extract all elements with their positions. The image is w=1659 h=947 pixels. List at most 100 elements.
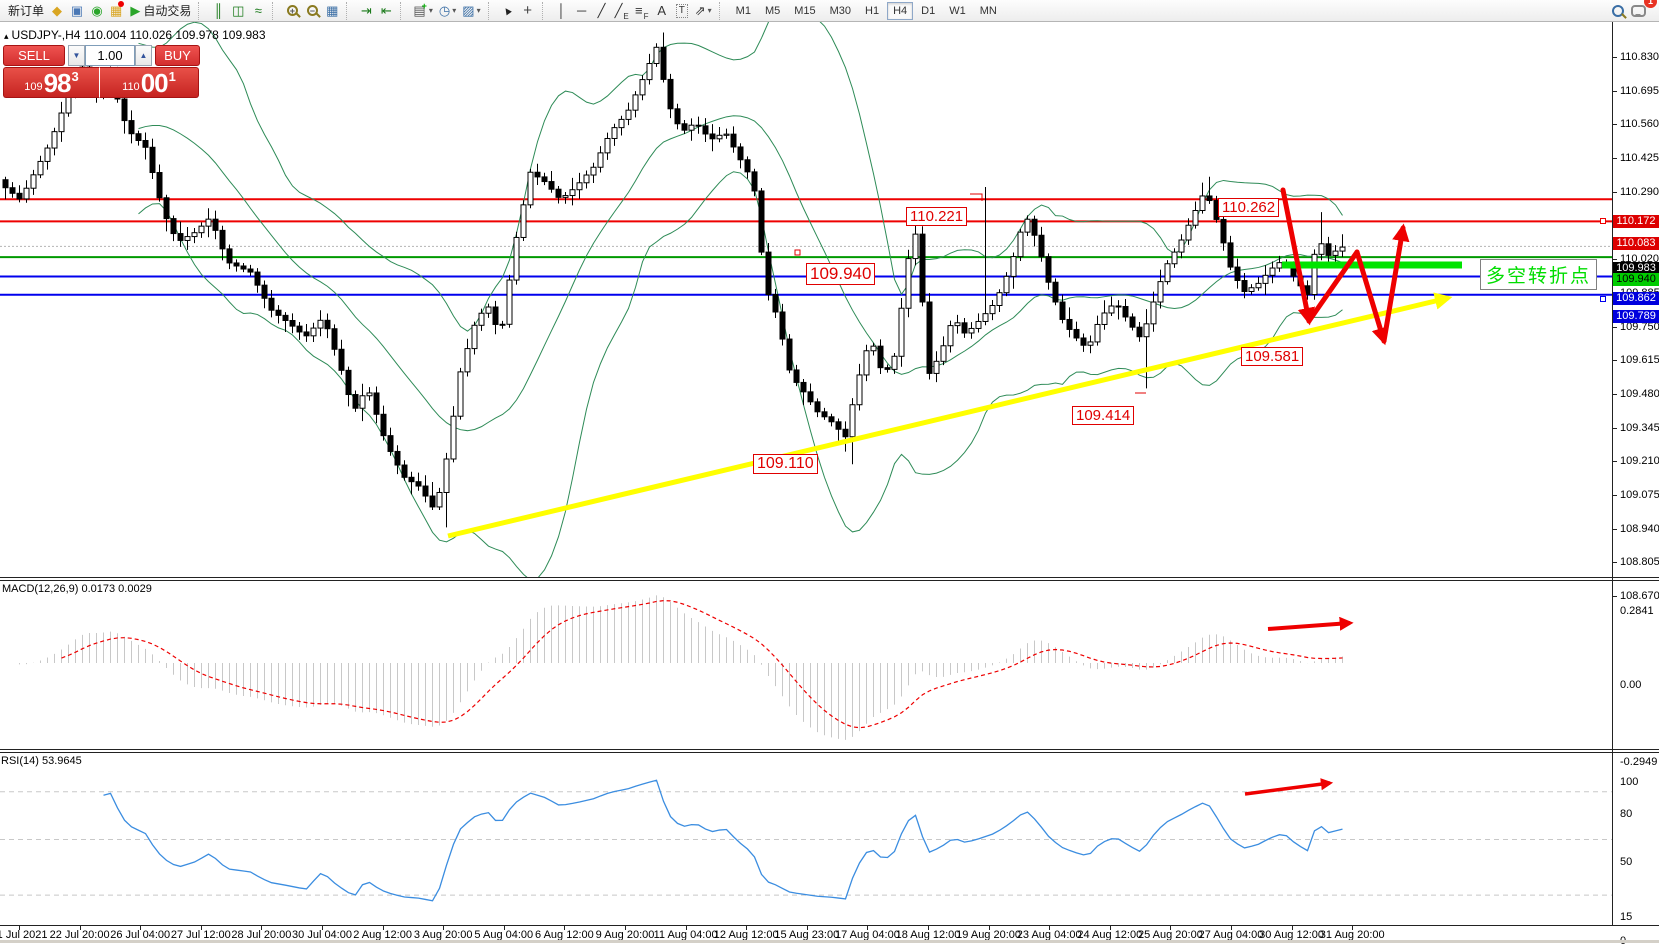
rsi-panel-canvas[interactable]	[0, 753, 1612, 925]
candle	[1129, 313, 1136, 331]
timeframe-h1[interactable]: H1	[865, 4, 880, 17]
candle	[289, 313, 296, 334]
price-tick-label: 109.750	[1620, 320, 1659, 333]
zoom-in-icon[interactable]: +	[282, 1, 302, 21]
candle	[1143, 309, 1150, 389]
price-label-110.221[interactable]: 110.221	[906, 207, 968, 227]
periodicity-icon[interactable]: ◷ ▾	[438, 2, 457, 18]
candle	[184, 227, 191, 250]
text-label-icon[interactable]: T	[672, 1, 692, 21]
history-center-icon[interactable]: ◆	[52, 2, 63, 18]
price-label-109.940[interactable]: 109.940	[806, 263, 876, 285]
panel-divider[interactable]	[0, 752, 1659, 753]
candlestick-icon[interactable]: ◫	[232, 2, 245, 18]
signals-icon[interactable]: ◉	[91, 2, 103, 18]
new-chart-icon[interactable]: ▤ + ▾	[413, 0, 433, 18]
timeframe-m30[interactable]: M30	[829, 4, 852, 17]
price-label-109.414[interactable]: 109.414	[1072, 406, 1135, 426]
price-badge-109.862: 109.862	[1613, 292, 1659, 306]
timeframe-d1[interactable]: D1	[921, 4, 936, 17]
bar-chart-icon[interactable]: ║	[213, 2, 223, 18]
template-icon[interactable]: ▨ ▾	[462, 2, 481, 18]
price-tick-label: 109.210	[1620, 455, 1659, 468]
time-tick-label: 6 Aug 12:00	[535, 929, 594, 941]
market-watch-icon[interactable]: ▣	[70, 2, 84, 18]
line-handle[interactable]	[1600, 218, 1606, 225]
candle	[9, 182, 16, 198]
buy-button[interactable]: BUY	[155, 45, 200, 66]
candle	[324, 313, 331, 339]
tile-windows-icon[interactable]: ▦	[326, 2, 339, 18]
main-chart-canvas[interactable]	[0, 22, 1612, 577]
time-tick-label: 3 Aug 20:00	[413, 929, 473, 941]
price-label-110.262[interactable]: 110.262	[1218, 198, 1280, 218]
panel-divider[interactable]	[0, 580, 1659, 581]
volume-decrease-button[interactable]: ▼	[68, 45, 85, 66]
time-tick-mark	[1109, 926, 1111, 930]
line-handle[interactable]	[1600, 295, 1606, 302]
timeframe-m5[interactable]: M5	[764, 4, 781, 17]
macd-panel-canvas[interactable]	[0, 581, 1612, 748]
candle	[275, 305, 282, 324]
zigzag-arrow[interactable]	[1381, 223, 1410, 344]
candle	[233, 259, 240, 272]
arrows-icon[interactable]: ⇗ ▾	[694, 2, 712, 18]
horizontal-line-icon[interactable]: ─	[576, 2, 587, 18]
panel-divider[interactable]	[0, 749, 1659, 750]
timeframe-m15[interactable]: M15	[794, 4, 816, 17]
candle	[821, 407, 828, 420]
chat-icon[interactable]: 1	[1628, 0, 1657, 21]
text-icon[interactable]: A	[657, 2, 667, 18]
cursor-icon[interactable]: ▲	[499, 2, 516, 19]
timeframe-h4[interactable]: H4	[887, 1, 914, 20]
data-folder-icon[interactable]: ▦	[110, 0, 125, 18]
autotrade-button[interactable]: ▶ 自动交易	[130, 2, 192, 19]
trendline-icon[interactable]: ╱	[597, 2, 606, 18]
rsi-trend-arrow[interactable]	[1244, 778, 1334, 796]
zigzag-arrow[interactable]	[1280, 187, 1316, 326]
zigzag-arrow[interactable]	[1354, 249, 1389, 346]
new-order-button[interactable]: 新订单	[8, 4, 45, 18]
timeframe-mn[interactable]: MN	[979, 4, 997, 17]
price-label-109.581[interactable]: 109.581	[1241, 347, 1304, 367]
ask-price[interactable]: 110 00 1	[100, 67, 199, 98]
price-label-109.110[interactable]: 109.110	[753, 454, 818, 475]
vertical-line-icon[interactable]: │	[557, 2, 566, 18]
price-tick-label: 110.560	[1620, 118, 1659, 131]
zigzag-arrow[interactable]	[1306, 249, 1360, 324]
candle	[653, 43, 660, 67]
candle	[1122, 299, 1129, 322]
auto-scroll-icon[interactable]: ⇥	[360, 2, 372, 18]
candle	[541, 172, 548, 186]
panel-divider[interactable]	[0, 577, 1659, 578]
time-tick-label: 5 Aug 04:00	[474, 929, 534, 941]
time-tick-label: 30 Jul 04:00	[292, 929, 352, 941]
line-chart-icon[interactable]: ≈	[254, 2, 262, 18]
candle	[149, 138, 156, 179]
price-tick-mark	[1612, 158, 1617, 160]
macd-trend-arrow[interactable]	[1267, 616, 1354, 631]
timeframe-m1[interactable]: M1	[735, 4, 751, 17]
candle	[1192, 201, 1199, 229]
candle	[562, 191, 569, 204]
fibonacci-icon[interactable]: ≡ F	[635, 2, 649, 21]
time-tick-label: 21 Jul 2021	[0, 929, 48, 941]
timeframe-w1[interactable]: W1	[949, 4, 966, 17]
time-tick-label: 19 Aug 20:00	[956, 929, 1022, 941]
volume-increase-button[interactable]: ▲	[135, 45, 152, 66]
note-box[interactable]: 多空转折点	[1480, 259, 1598, 290]
trend-arrow-yellow[interactable]	[447, 292, 1453, 539]
sell-button[interactable]: SELL	[3, 45, 65, 66]
volume-input[interactable]	[85, 45, 135, 66]
candle	[1017, 228, 1024, 261]
bid-price[interactable]: 109 98 3	[3, 67, 100, 98]
time-tick-mark	[443, 926, 445, 930]
equidistant-channel-icon[interactable]: ╱ E	[614, 2, 629, 21]
chart-shift-icon[interactable]: ⇤	[380, 2, 392, 18]
candle	[625, 102, 632, 126]
search-icon[interactable]	[1608, 1, 1628, 21]
candle	[240, 262, 247, 273]
crosshair-icon[interactable]: +	[523, 1, 532, 19]
price-tick-label: 110.830	[1620, 51, 1659, 63]
zoom-out-icon[interactable]: −	[302, 1, 322, 21]
